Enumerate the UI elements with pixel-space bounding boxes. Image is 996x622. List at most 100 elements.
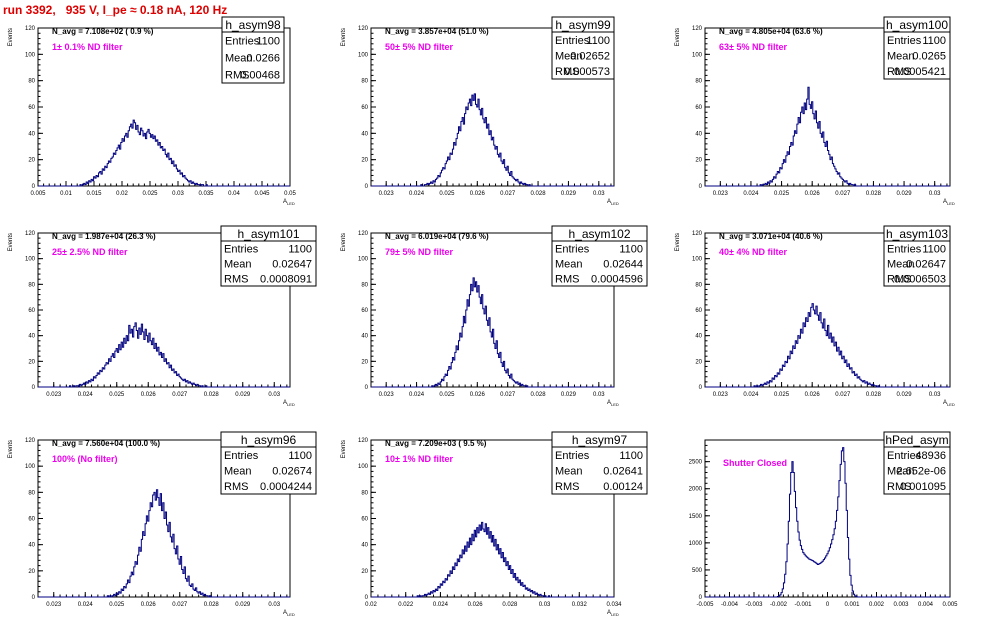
- y-tick-label: 80: [361, 490, 368, 496]
- y-tick-label: 20: [361, 569, 368, 575]
- stats-key: Entries: [887, 35, 922, 47]
- x-tick-label: 0.005: [942, 602, 958, 608]
- x-tick-label: 0.026: [141, 602, 157, 608]
- x-tick-label: 0.025: [439, 191, 455, 197]
- y-tick-label: 60: [28, 308, 35, 314]
- stats-value: 0.0005421: [894, 66, 946, 78]
- x-tick-label: 0.027: [172, 602, 188, 608]
- x-axis-label: ALED: [607, 610, 619, 617]
- stats-box: h_asym96 Entries 1100 Mean 0.02674 RMS 0.00042…: [220, 431, 317, 495]
- stats-key: RMS: [555, 66, 579, 78]
- y-tick-label: 120: [358, 26, 369, 32]
- stats-box-frame: [220, 431, 317, 495]
- x-tick-label: 0.028: [531, 392, 547, 398]
- histogram-series: [371, 93, 614, 187]
- stats-box-title: h_asym96: [241, 433, 297, 447]
- stats-key: RMS: [225, 70, 249, 82]
- y-tick-label: 120: [25, 438, 36, 444]
- stats-value: 0.001095: [900, 481, 946, 493]
- x-tick-label: 0.032: [572, 602, 588, 608]
- stats-key: RMS: [887, 481, 911, 493]
- y-tick-label: 0: [699, 184, 703, 190]
- x-tick-label: 0.026: [141, 392, 157, 398]
- y-tick-label: 60: [361, 517, 368, 523]
- y-tick-label: 120: [692, 231, 703, 237]
- stats-key: RMS: [887, 274, 911, 286]
- histogram-panel-h_asym100: 0 20 40 60 80 100 120 0.023 0.024 0.025 0.026 0.027…: [675, 16, 955, 206]
- stats-box-frame: [551, 431, 648, 495]
- navg-label: N_avg = 3.857e+04 (51.0 %): [385, 27, 489, 36]
- x-tick-label: 0.024: [409, 191, 425, 197]
- x-tick-label: 0.023: [379, 392, 395, 398]
- y-tick-label: 80: [28, 79, 35, 85]
- stats-box-title: h_asym101: [237, 227, 299, 241]
- y-tick-label: 120: [358, 231, 369, 237]
- y-tick-label: 40: [28, 543, 35, 549]
- stats-box-title: h_asym97: [572, 433, 628, 447]
- x-tick-label: 0.023: [713, 191, 729, 197]
- x-tick-label: 0.026: [805, 392, 821, 398]
- stats-value: 1100: [922, 35, 946, 47]
- histogram-panel-h_asym99: 0 20 40 60 80 100 120 0.023 0.024 0.025 0.026 0.027…: [341, 16, 619, 206]
- stats-value: 0.0008091: [260, 274, 312, 286]
- y-tick-label: 0: [32, 385, 36, 391]
- stats-key: Mean: [887, 259, 915, 271]
- y-axis-label: Events: [8, 440, 14, 458]
- x-tick-label: 0.024: [433, 602, 449, 608]
- histogram-series: [371, 521, 614, 598]
- y-tick-label: 100: [692, 52, 703, 58]
- y-tick-label: 20: [361, 158, 368, 164]
- y-axis-label: Events: [341, 233, 347, 251]
- x-tick-label: 0.024: [743, 392, 759, 398]
- x-tick-label: 0.023: [713, 392, 729, 398]
- x-tick-label: 0.023: [46, 602, 62, 608]
- stats-key: Mean: [555, 466, 583, 478]
- y-axis-label: Events: [341, 440, 347, 458]
- y-axis-label: Events: [675, 233, 681, 251]
- y-tick-label: 40: [28, 334, 35, 340]
- stats-box: h_asym102 Entries 1100 Mean 0.02644 RMS 0.0004…: [551, 225, 648, 287]
- stats-value: 0.0004244: [260, 481, 312, 493]
- stats-key: Mean: [555, 259, 583, 271]
- stats-box-title: hPed_asym: [885, 433, 948, 447]
- stats-key: Entries: [555, 35, 590, 47]
- y-tick-label: 20: [28, 158, 35, 164]
- x-tick-label: 0.027: [835, 392, 851, 398]
- stats-key: RMS: [555, 274, 579, 286]
- stats-key: Entries: [224, 244, 259, 256]
- y-tick-label: 40: [361, 334, 368, 340]
- stats-box-frame: [551, 225, 648, 287]
- y-tick-label: 60: [695, 105, 702, 111]
- stats-value: 1100: [288, 450, 312, 462]
- histogram-panel-h_asym103: 0 20 40 60 80 100 120 0.023 0.024 0.025 0.026 0.027…: [675, 225, 955, 407]
- x-tick-label: 0.029: [235, 392, 251, 398]
- stats-box-frame: [221, 16, 285, 84]
- stats-value: 0.000573: [564, 66, 610, 78]
- filter-label: 63± 5% ND filter: [719, 42, 787, 52]
- stats-key: RMS: [224, 481, 248, 493]
- y-tick-label: 40: [361, 543, 368, 549]
- x-tick-label: 0.028: [204, 392, 220, 398]
- x-axis-label: ALED: [943, 400, 955, 407]
- y-tick-label: 20: [28, 569, 35, 575]
- y-tick-label: 0: [699, 385, 703, 391]
- y-tick-label: 60: [361, 308, 368, 314]
- x-tick-label: -0.001: [794, 602, 812, 608]
- y-tick-label: 0: [699, 595, 703, 601]
- y-tick-label: 0: [365, 385, 369, 391]
- filter-label: 1± 0.1% ND filter: [52, 42, 123, 52]
- x-tick-label: 0.022: [398, 602, 414, 608]
- x-tick-label: 0.024: [78, 602, 94, 608]
- y-tick-label: 1000: [689, 541, 703, 547]
- y-axis-label: Events: [8, 28, 14, 46]
- stats-value: 0.02674: [272, 466, 312, 478]
- x-tick-label: 0.028: [502, 602, 518, 608]
- x-tick-label: 0.025: [439, 392, 455, 398]
- stats-value: 1100: [619, 450, 643, 462]
- stats-value: 0.00468: [240, 70, 280, 82]
- stats-box-title: h_asym99: [555, 18, 611, 32]
- x-tick-label: 0.004: [918, 602, 934, 608]
- stats-key: Mean: [224, 259, 252, 271]
